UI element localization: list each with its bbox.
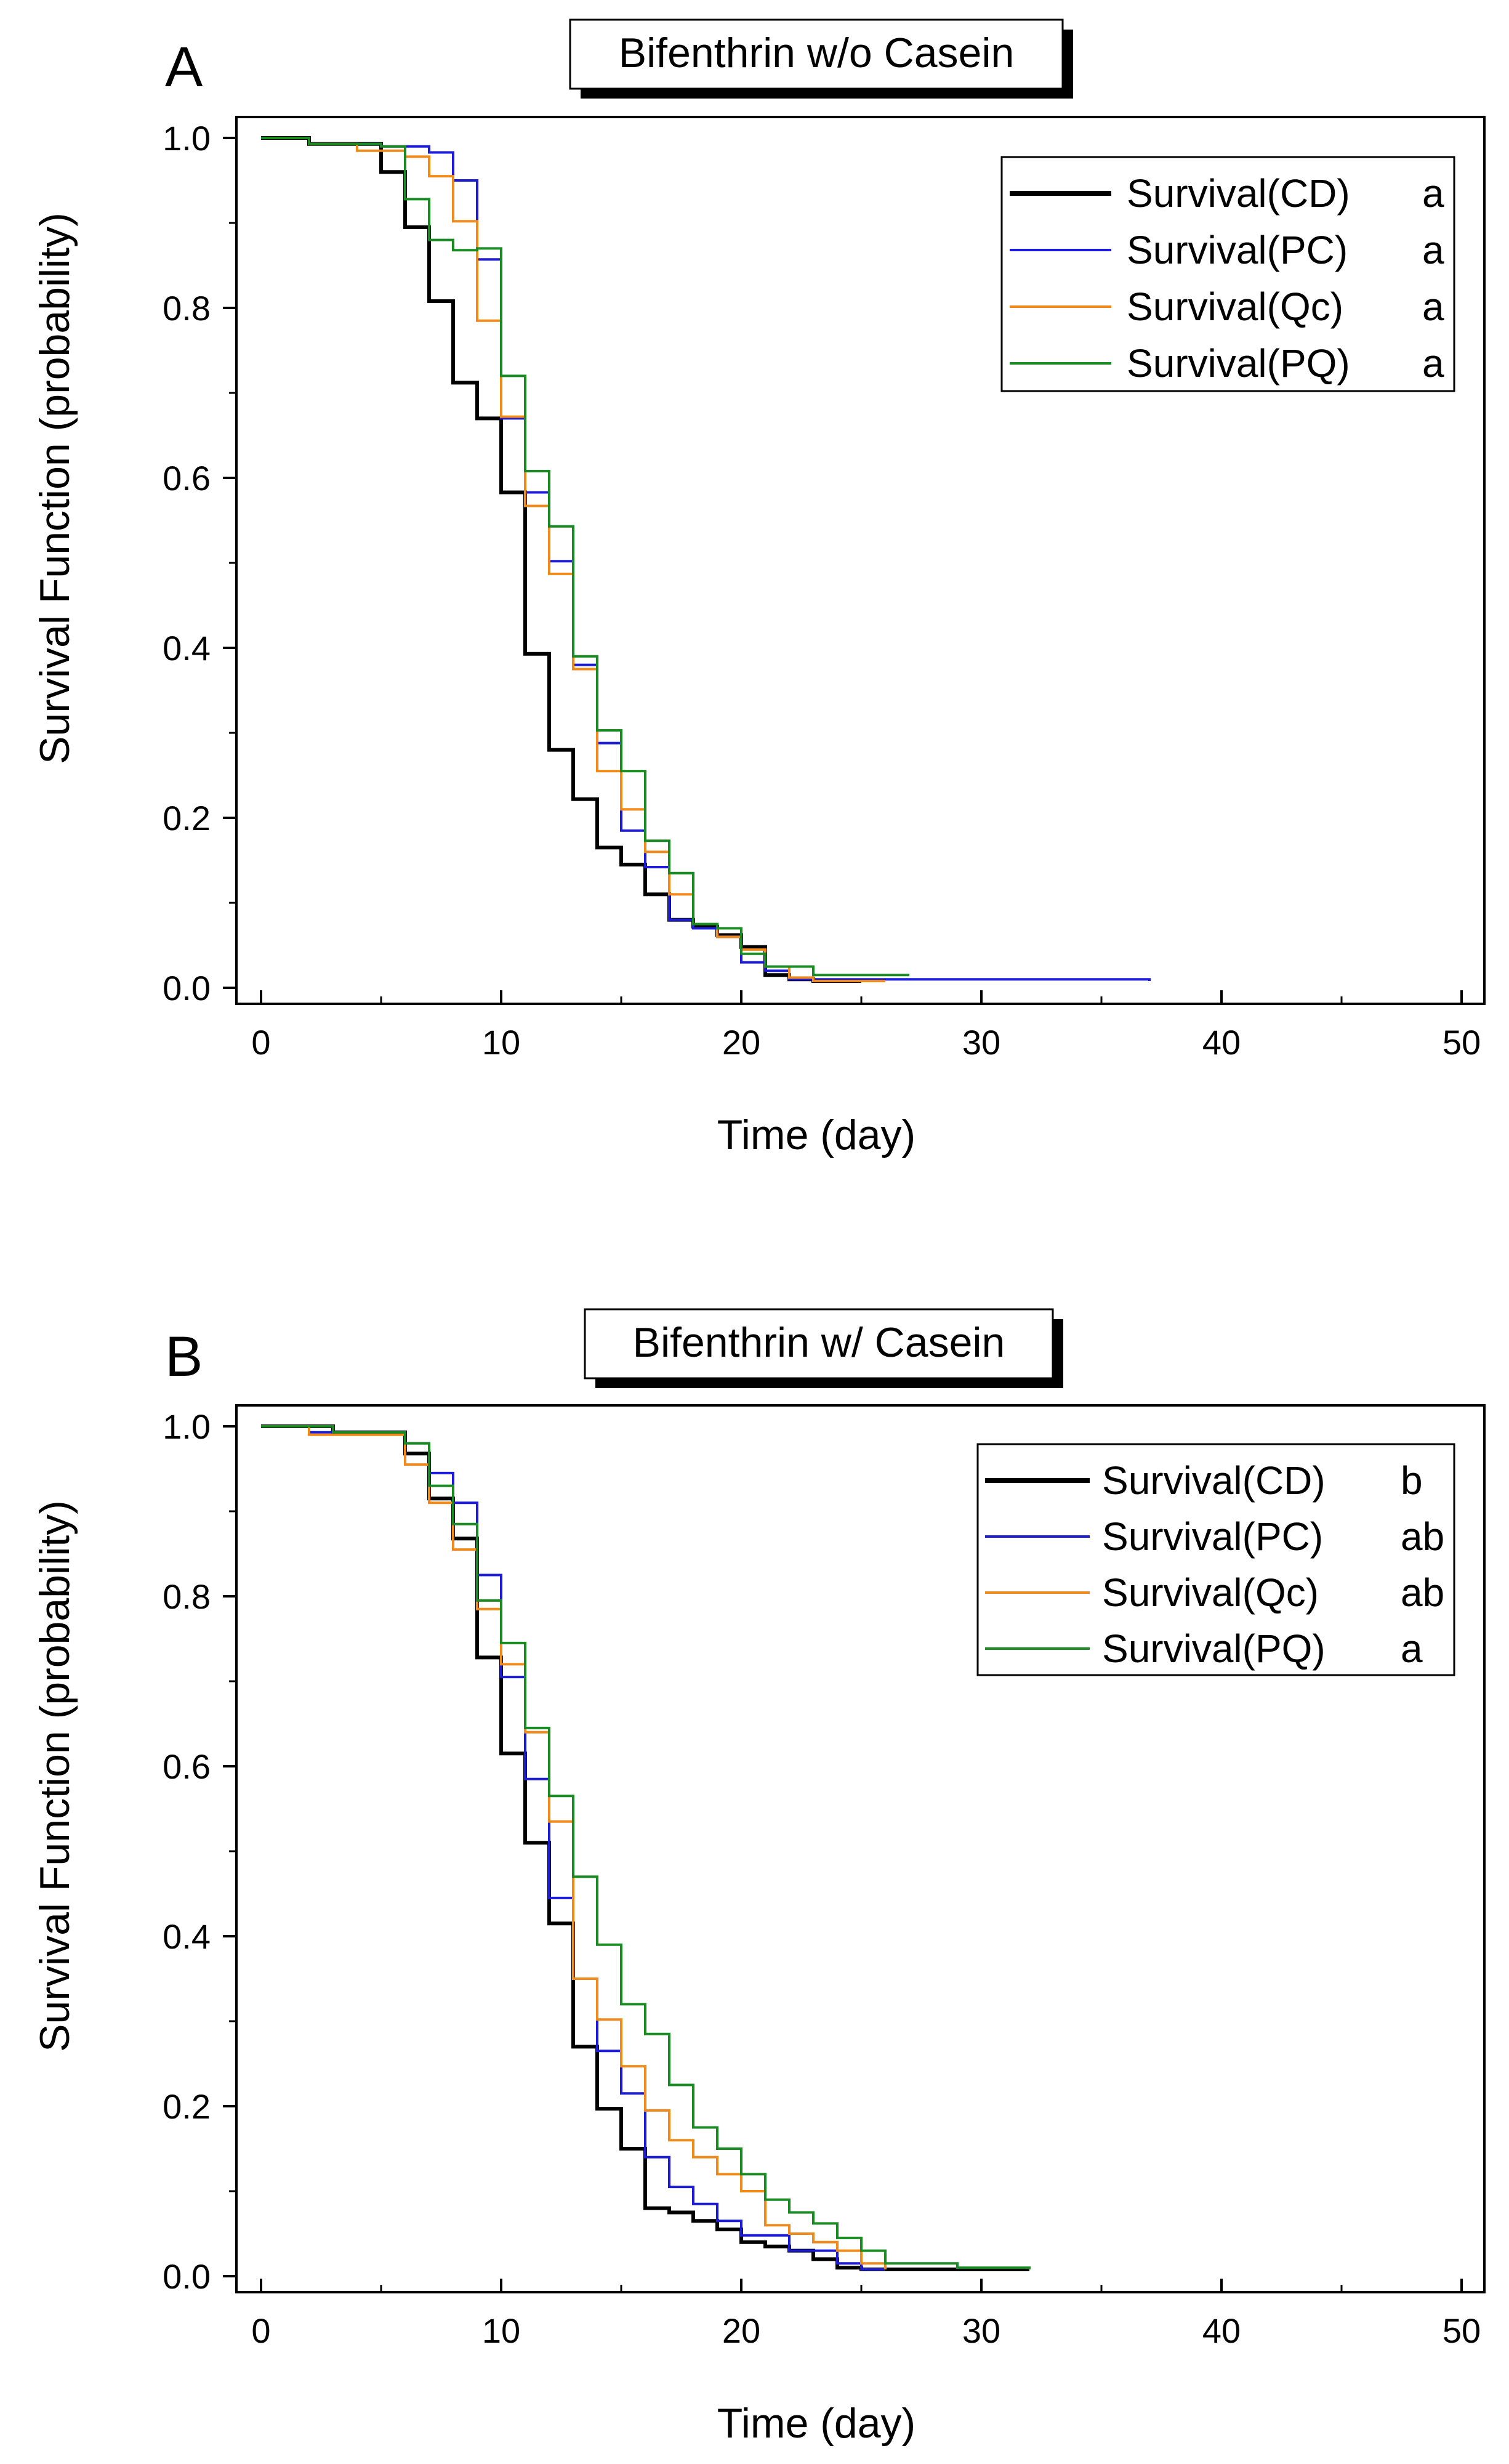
panel-a-legend: Survival(CD) a Survival(PC) a Survival(Q… xyxy=(1000,156,1455,392)
legend-label: Survival(Qc) xyxy=(1127,285,1343,329)
series-line-survivalpq xyxy=(261,137,909,977)
y-tick-label: 1.0 xyxy=(163,119,211,158)
panel-a-x-axis-label: Time (day) xyxy=(717,1112,915,1158)
legend-item: Survival(PQ) a xyxy=(985,1626,1423,1671)
panel-b-title: Bifenthrin w/ Casein xyxy=(633,1319,1005,1366)
legend-group-letter: a xyxy=(1401,1626,1423,1671)
y-tick-label: 0.6 xyxy=(163,1747,211,1786)
y-tick-label: 0.0 xyxy=(163,2257,211,2296)
x-tick-label: 40 xyxy=(1202,2311,1241,2350)
panel-b-title-box: Bifenthrin w/ Casein xyxy=(584,1308,1063,1388)
x-tick-label: 30 xyxy=(962,1023,1000,1062)
series-line-survivalqc xyxy=(261,137,885,982)
x-tick-label: 50 xyxy=(1443,2311,1481,2350)
series-line-survivalpq xyxy=(261,1425,1031,2269)
y-tick-label: 0.8 xyxy=(163,289,211,328)
x-tick-label: 40 xyxy=(1202,1023,1241,1062)
x-tick-label: 50 xyxy=(1443,1023,1481,1062)
panel-b-x-axis-label: Time (day) xyxy=(717,2400,915,2447)
legend-label: Survival(PQ) xyxy=(1127,341,1350,386)
panel-b-series xyxy=(261,1424,1031,2271)
legend-group-letter: a xyxy=(1422,341,1444,386)
panel-a-series xyxy=(261,136,1151,983)
y-tick-label: 0.2 xyxy=(163,2087,211,2126)
panel-a-label: A xyxy=(165,36,203,99)
x-tick-label: 20 xyxy=(722,1023,760,1062)
legend-item: Survival(PQ) a xyxy=(1010,341,1444,386)
x-tick-label: 20 xyxy=(722,2311,760,2350)
y-tick-label: 0.4 xyxy=(163,1917,211,1956)
legend-item: Survival(Qc) a xyxy=(1010,285,1444,329)
legend-label: Survival(PC) xyxy=(1127,228,1348,272)
y-tick-label: 1.0 xyxy=(163,1407,211,1446)
legend-group-letter: ab xyxy=(1401,1514,1444,1559)
y-tick-label: 0.2 xyxy=(163,799,211,838)
legend-item: Survival(CD) b xyxy=(985,1458,1423,1503)
panel-a-y-axis-label: Survival Function (probability) xyxy=(31,212,78,764)
legend-label: Survival(PC) xyxy=(1102,1514,1323,1559)
panel-b-legend: Survival(CD) b Survival(PC) ab Survival(… xyxy=(976,1443,1455,1676)
legend-label: Survival(CD) xyxy=(1102,1458,1326,1503)
legend-group-letter: ab xyxy=(1401,1570,1444,1615)
y-tick-label: 0.6 xyxy=(163,459,211,498)
x-tick-label: 10 xyxy=(482,2311,520,2350)
panel-a-legend-frame xyxy=(1000,156,1455,392)
x-tick-label: 0 xyxy=(251,2311,270,2350)
legend-item: Survival(CD) a xyxy=(1010,171,1444,216)
panel-b-label: B xyxy=(165,1325,203,1388)
legend-group-letter: a xyxy=(1422,228,1444,272)
panel-b-axes: 0 10 20 30 40 50 0.0 0.2 0.4 0.6 0.8 1.0 xyxy=(163,1407,1481,2350)
panel-a-title-box: Bifenthrin w/o Casein xyxy=(569,18,1073,99)
panel-b: B Bifenthrin w/ Casein Survival Function… xyxy=(31,1308,1486,2447)
x-tick-label: 30 xyxy=(962,2311,1000,2350)
legend-label: Survival(CD) xyxy=(1127,171,1350,216)
legend-group-letter: b xyxy=(1401,1458,1423,1503)
legend-group-letter: a xyxy=(1422,171,1444,216)
panel-b-y-axis-label: Survival Function (probability) xyxy=(31,1500,78,2052)
x-tick-label: 0 xyxy=(251,1023,270,1062)
panel-a-axes: 0 10 20 30 40 50 0.0 0.2 0.4 0.6 0.8 1.0 xyxy=(163,119,1481,1062)
legend-label: Survival(Qc) xyxy=(1102,1570,1319,1615)
panel-b-title-frame xyxy=(584,1308,1054,1379)
x-tick-label: 10 xyxy=(482,1023,520,1062)
legend-item: Survival(PC) ab xyxy=(985,1514,1444,1559)
series-line-survivalcd xyxy=(261,136,861,983)
legend-item: Survival(PC) a xyxy=(1010,228,1444,272)
panel-a-title-frame xyxy=(569,18,1064,90)
y-tick-label: 0.0 xyxy=(163,969,211,1008)
panel-a: A Bifenthrin w/o Casein Survival Functio… xyxy=(31,18,1486,1158)
legend-group-letter: a xyxy=(1422,285,1444,329)
y-tick-label: 0.4 xyxy=(163,629,211,668)
legend-item: Survival(Qc) ab xyxy=(985,1570,1444,1615)
legend-label: Survival(PQ) xyxy=(1102,1626,1326,1671)
y-tick-label: 0.8 xyxy=(163,1577,211,1616)
panel-a-title: Bifenthrin w/o Casein xyxy=(619,30,1015,76)
